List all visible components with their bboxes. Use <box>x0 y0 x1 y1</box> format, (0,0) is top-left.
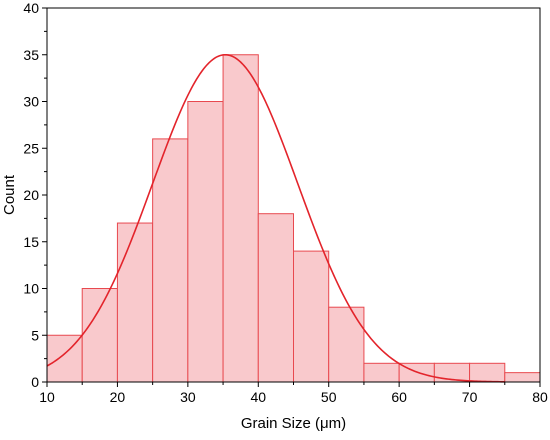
histogram-bar-75-80 <box>504 372 541 383</box>
y-tick-label: 15 <box>23 234 39 250</box>
x-axis-ticks: 10 20 30 40 50 60 70 80 <box>39 382 548 405</box>
y-tick-label: 35 <box>23 47 39 63</box>
y-tick-label: 10 <box>23 281 39 297</box>
histogram-bar-30-35 <box>187 101 224 383</box>
histogram-bar-45-50 <box>293 250 330 383</box>
y-tick-label: 30 <box>23 94 39 110</box>
x-tick-label: 30 <box>180 389 196 405</box>
histogram-bar-25-30 <box>152 138 189 383</box>
y-tick-label: 20 <box>23 187 39 203</box>
histogram-bar-70-75 <box>469 362 506 383</box>
y-tick-label: 40 <box>23 0 39 16</box>
y-tick-label: 25 <box>23 140 39 156</box>
x-tick-label: 50 <box>321 389 337 405</box>
x-tick-label: 70 <box>462 389 478 405</box>
y-tick-label: 0 <box>31 374 39 390</box>
x-tick-label: 40 <box>250 389 266 405</box>
normal-fit-curve <box>46 53 505 383</box>
histogram-bar-40-45 <box>257 213 294 383</box>
x-tick-label: 60 <box>391 389 407 405</box>
histogram-bar-35-40 <box>222 54 259 383</box>
x-tick-label: 80 <box>532 389 548 405</box>
x-tick-label: 20 <box>110 389 126 405</box>
y-axis-ticks: 0 5 10 15 20 25 30 35 40 <box>23 0 47 390</box>
histogram-bars <box>46 54 541 383</box>
y-axis-title: Count <box>1 174 18 215</box>
histogram-bar-20-25 <box>116 222 154 383</box>
x-tick-label: 10 <box>39 389 55 405</box>
histogram-bar-50-55 <box>328 306 365 383</box>
histogram-bar-15-20 <box>81 288 118 383</box>
y-tick-label: 5 <box>31 327 39 343</box>
x-axis-title: Grain Size (μm) <box>241 415 346 432</box>
histogram-bar-55-60 <box>363 362 400 383</box>
